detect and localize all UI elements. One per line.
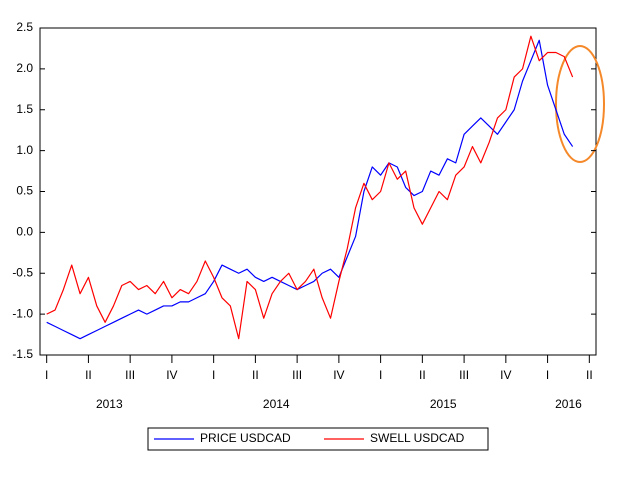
x-tick-label: IV bbox=[500, 368, 511, 382]
highlight-ellipse bbox=[555, 45, 605, 163]
y-tick-label: 1.0 bbox=[16, 143, 33, 157]
y-tick-label: -1.0 bbox=[12, 306, 33, 320]
legend-box bbox=[147, 427, 489, 451]
plot-frame bbox=[39, 27, 597, 356]
y-tick-label: -1.5 bbox=[12, 347, 33, 361]
year-label: 2014 bbox=[263, 397, 290, 411]
x-tick-label: III bbox=[459, 368, 469, 382]
year-label: 2015 bbox=[430, 397, 457, 411]
x-tick-label: I bbox=[212, 368, 215, 382]
year-label: 2013 bbox=[96, 397, 123, 411]
x-tick-label: III bbox=[292, 368, 302, 382]
y-tick-label: 0.5 bbox=[16, 184, 33, 198]
series-line bbox=[46, 39, 574, 340]
x-tick-label: IV bbox=[166, 368, 177, 382]
y-tick-label: 2.5 bbox=[16, 20, 33, 34]
year-label: 2016 bbox=[555, 397, 582, 411]
x-tick-label: I bbox=[546, 368, 549, 382]
y-tick-label: -0.5 bbox=[12, 265, 33, 279]
x-tick-label: III bbox=[125, 368, 135, 382]
x-tick-label: IV bbox=[333, 368, 344, 382]
x-tick-label: II bbox=[252, 368, 259, 382]
y-tick-label: 0.0 bbox=[16, 225, 33, 239]
legend-label: SWELL USDCAD bbox=[370, 431, 465, 445]
y-tick-label: 2.0 bbox=[16, 61, 33, 75]
x-tick-label: II bbox=[85, 368, 92, 382]
y-tick-label: 1.5 bbox=[16, 102, 33, 116]
series-line bbox=[46, 35, 574, 340]
x-tick-label: I bbox=[45, 368, 48, 382]
x-tick-label: II bbox=[586, 368, 593, 382]
legend-label: PRICE USDCAD bbox=[200, 431, 291, 445]
x-tick-label: II bbox=[419, 368, 426, 382]
x-tick-label: I bbox=[379, 368, 382, 382]
